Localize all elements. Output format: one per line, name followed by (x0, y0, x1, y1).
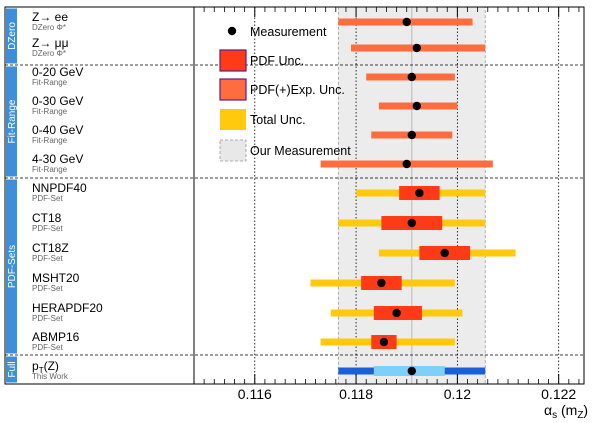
row-label-2: 0-20 GeV (32, 65, 83, 79)
row-label-3: 0-30 GeV (32, 94, 83, 108)
legend-label-2: PDF(+)Exp. Unc. (250, 83, 345, 97)
measurement-point-1 (412, 43, 422, 53)
legend-label-3: Total Unc. (250, 113, 306, 127)
row-sublabel-4: Fit-Range (32, 136, 68, 145)
row-sublabel-2: Fit-Range (32, 78, 68, 87)
row-label-7: CT18 (32, 211, 62, 225)
frames (4, 6, 585, 385)
measurement-point-3 (412, 101, 422, 111)
measurement-point-5 (402, 159, 411, 169)
row-label-8: CT18Z (32, 241, 69, 255)
group-bar-2 (6, 179, 17, 354)
group-label-0: DZero (7, 22, 18, 50)
group-label-3: Full (7, 361, 18, 377)
row-label-5: 4-30 GeV (32, 152, 83, 166)
row-label-10: HERAPDF20 (32, 301, 103, 315)
row-sublabel-3: Fit-Range (32, 107, 68, 116)
row-label-9: MSHT20 (32, 271, 80, 285)
legend-label-0: Measurement (250, 25, 327, 39)
row-sublabel-1: DZero Φ* (32, 49, 66, 58)
measurement-point-0 (402, 17, 411, 27)
row-sublabel-12: This Work (32, 372, 69, 381)
measurement-point-10 (392, 308, 401, 318)
row-sublabel-7: PDF-Set (32, 224, 63, 233)
row-sublabel-0: DZero Φ* (32, 23, 66, 32)
label-panel-frame (4, 6, 195, 385)
row-label-1: Z→ μμ (32, 36, 69, 50)
row-sublabel-11: PDF-Set (32, 343, 63, 352)
legend: Measurement PDF Unc. PDF(+)Exp. Unc. Total … (219, 25, 351, 162)
measurement-point-12 (407, 366, 416, 376)
group-label-1: Fit-Range (7, 99, 18, 143)
x-tick-label-0: 0.116 (238, 386, 272, 402)
measurement-point-4 (407, 130, 416, 140)
x-tick-label-2: 0.12 (444, 386, 471, 402)
row-sublabel-8: PDF-Set (32, 254, 63, 263)
legend-swatch-1 (219, 49, 247, 72)
x-tick-label-3: 0.122 (541, 386, 576, 402)
legend-label-1: PDF Unc. (250, 54, 304, 68)
row-sublabel-9: PDF-Set (32, 284, 63, 293)
legend-marker-0 (227, 26, 237, 36)
x-tick-label-1: 0.118 (339, 386, 373, 402)
row-sublabel-6: PDF-Set (32, 194, 63, 203)
row-sublabel-10: PDF-Set (32, 314, 63, 323)
group-label-2: PDF-Sets (7, 245, 18, 288)
measurement-point-8 (440, 248, 449, 258)
row-label-6: NNPDF40 (32, 181, 87, 195)
row-sublabel-5: Fit-Range (32, 165, 68, 174)
measurement-point-6 (415, 188, 424, 198)
measurement-point-7 (407, 218, 416, 228)
group-separators (5, 64, 584, 356)
measurement-point-9 (377, 278, 386, 288)
legend-swatch-4 (219, 139, 247, 162)
row-label-12: pT(Z) (32, 359, 59, 375)
row-label-0: Z→ ee (32, 10, 68, 24)
legend-swatch-3 (220, 109, 246, 130)
row-label-11: ABMP16 (32, 330, 80, 344)
measurement-point-2 (407, 72, 416, 82)
group-bar-3 (6, 356, 17, 383)
group-bar-1 (6, 66, 17, 177)
legend-swatch-2 (219, 78, 247, 101)
row-label-4: 0-40 GeV (32, 123, 83, 137)
legend-label-4: Our Measurement (250, 144, 351, 158)
group-bar-0 (6, 8, 17, 64)
data-rows (310, 17, 516, 376)
measurement-point-11 (379, 337, 389, 347)
group-labels: DZero Fit-Range PDF-Sets Full (6, 8, 18, 383)
x-axis-label: αs (mZ) (544, 402, 588, 421)
